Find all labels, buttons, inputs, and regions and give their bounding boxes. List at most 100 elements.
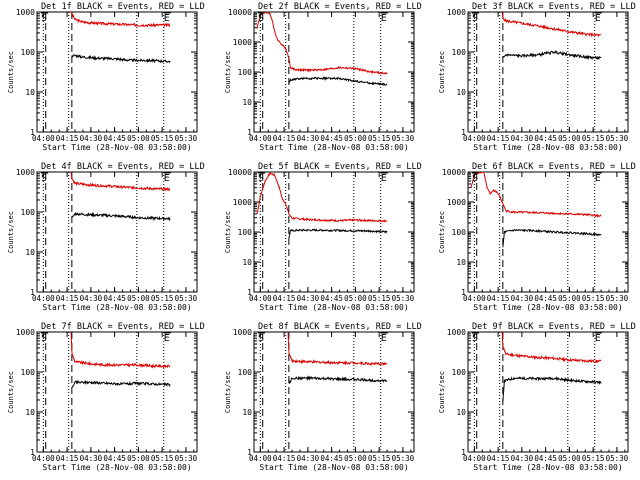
x-tick-label: 04:45 [534,294,557,303]
interval-marker-e: E [164,13,170,24]
events-series-line [288,76,388,87]
detector-panel: 1 10 100 1000 10000 04:00 04:15 04:30 04:45 05:00… [224,2,422,152]
x-tick-label: 04:45 [320,454,343,463]
x-tick-label: 05:15 [582,454,605,463]
x-tick-label: 04:30 [80,454,103,463]
x-tick-label: 04:45 [320,134,343,143]
interval-marker-s: S [472,333,478,344]
x-tick-label: 05:30 [606,294,629,303]
x-tick-label: 04:15 [487,134,510,143]
x-tick-label: 04:15 [487,294,510,303]
plot-area [42,332,171,452]
x-tick-label: 04:45 [103,294,126,303]
panel-title: Det 2f BLACK = Events, RED = LLD [258,2,422,12]
panel-title: Det 1f BLACK = Events, RED = LLD [41,2,205,12]
interval-marker-e: E [164,333,170,344]
plot-frame [36,171,198,293]
y-tick-label: 10000 [228,168,252,177]
x-tick-label: 04:30 [80,294,103,303]
x-tick-label: 05:30 [392,294,415,303]
x-tick-label: 05:00 [127,134,150,143]
panel-title: Det 5f BLACK = Events, RED = LLD [258,162,422,172]
events-series-line [288,228,388,239]
x-tick-label: 04:15 [56,294,79,303]
y-tick-label: 100 [238,68,253,77]
plot-frame [253,171,415,293]
x-axis-label: Start Time (28-Nov-08 03:58:00) [259,463,408,472]
x-tick-label: 04:30 [511,294,534,303]
plot-frame [467,11,629,133]
x-tick-label: 04:15 [273,134,296,143]
plot-area [256,12,388,132]
lld-series-line [287,332,388,367]
y-tick-label: 100 [21,208,36,217]
x-axis-label: Start Time (28-Nov-08 03:58:00) [259,303,408,312]
panel-title: Det 4f BLACK = Events, RED = LLD [41,162,205,172]
x-tick-label: 05:00 [344,454,367,463]
y-axis-label: Counts/sec [438,371,446,413]
x-tick-label: 04:15 [56,454,79,463]
y-tick-label: 10 [456,88,466,97]
y-axis-label: Counts/sec [438,211,446,253]
y-tick-label: 1000 [16,328,35,337]
lld-series-line [70,332,171,369]
y-tick-label: 1 [247,128,252,137]
y-tick-label: 1 [247,448,252,457]
y-tick-label: 10 [242,408,252,417]
x-tick-label: 04:00 [32,294,55,303]
x-tick-label: 04:15 [56,134,79,143]
y-axis-label: Counts/sec [7,211,15,253]
y-tick-label: 1000 [16,8,35,17]
x-tick-label: 04:00 [32,454,55,463]
x-tick-label: 05:00 [558,134,581,143]
x-tick-label: 04:15 [273,294,296,303]
interval-marker-e: E [595,13,601,24]
interval-marker-s: S [258,333,264,344]
x-tick-label: 04:30 [297,454,320,463]
y-tick-label: 100 [21,48,36,57]
y-tick-label: 1 [461,288,466,297]
x-tick-label: 04:45 [103,454,126,463]
detector-panel: 1 10 100 1000 04:00 04:15 04:30 04:45 05:00 05:15… [224,322,422,472]
events-series-line [502,228,602,248]
plot-frame [36,11,198,133]
x-tick-label: 04:15 [487,454,510,463]
x-tick-label: 04:00 [249,454,272,463]
y-tick-label: 100 [238,368,253,377]
x-axis-label: Start Time (28-Nov-08 03:58:00) [473,143,622,152]
plot-area [470,172,602,292]
y-tick-label: 100 [452,228,467,237]
x-tick-label: 04:30 [297,134,320,143]
x-tick-label: 04:15 [273,454,296,463]
x-tick-label: 04:00 [463,134,486,143]
y-tick-label: 10 [456,258,466,267]
interval-marker-s: S [41,333,47,344]
y-tick-label: 1000 [233,328,252,337]
detector-panel: 1 10 100 1000 04:00 04:15 04:30 04:45 05:00 05:15… [7,322,205,472]
panel-title: Det 8f BLACK = Events, RED = LLD [258,322,422,332]
plot-frame [467,331,629,453]
detector-panel: 1 10 100 1000 04:00 04:15 04:30 04:45 05:00 05:15… [438,322,636,472]
detector-panel: 1 10 100 1000 10000 04:00 04:15 04:30 04:45 05:00… [224,162,422,312]
y-tick-label: 100 [21,368,36,377]
lld-series-line [70,12,171,28]
x-tick-label: 05:15 [368,294,391,303]
plot-frame [36,331,198,453]
y-tick-label: 100 [238,228,253,237]
x-axis-label: Start Time (28-Nov-08 03:58:00) [259,143,408,152]
y-tick-label: 1000 [233,198,252,207]
x-tick-label: 04:45 [320,294,343,303]
x-tick-label: 05:15 [368,134,391,143]
x-tick-label: 04:30 [511,134,534,143]
interval-marker-s: S [472,173,478,184]
y-tick-label: 10 [456,408,466,417]
interval-marker-s: S [258,13,264,24]
y-axis-label: Counts/sec [7,51,15,93]
y-tick-label: 1000 [16,168,35,177]
detector-panel: 1 10 100 1000 04:00 04:15 04:30 04:45 05:00 05:15… [7,2,205,152]
y-axis-label: Counts/sec [224,211,232,253]
events-series-line [71,54,171,64]
y-tick-label: 1 [30,128,35,137]
x-tick-label: 05:30 [392,134,415,143]
plot-frame [253,11,415,133]
